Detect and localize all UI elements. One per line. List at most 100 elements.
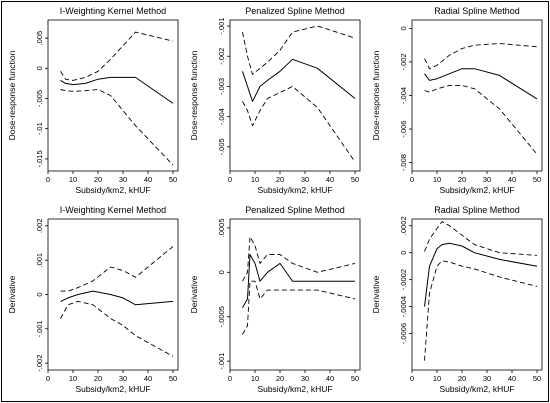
y-tick-label: -.005 [217,138,226,155]
x-tick-label: 20 [276,374,284,383]
y-tick-label: -.005 [35,90,44,107]
y-tick-label: -.006 [399,121,408,138]
y-tick-label: .0005 [217,218,226,237]
x-tick-label: 0 [228,374,232,383]
x-tick-label: 10 [433,374,441,383]
x-tick-label: 30 [119,374,127,383]
confidence-band-line-2 [242,236,356,282]
x-tick-label: 10 [69,374,77,383]
x-tick-label: 0 [410,374,414,383]
x-tick-label: 10 [251,374,259,383]
plot-frame [47,218,179,371]
y-tick-label: -.015 [35,150,44,167]
confidence-band-line-2 [60,31,174,81]
x-tick-label: 40 [326,374,334,383]
y-tick-label: .005 [35,31,44,46]
y-tick-label: .0002 [399,216,408,235]
y-axis-label: Derivative [7,275,17,313]
x-tick-label: 40 [326,175,334,184]
x-tick-label: 20 [458,175,466,184]
y-tick-label: -.0002 [399,269,408,290]
x-tick-label: 30 [301,374,309,383]
x-axis-label: Subsidy/km2, kHUF [439,185,514,195]
confidence-band-line-2 [60,246,174,292]
y-axis-label: Derivative [371,275,381,313]
y-tick-label: -.001 [217,353,226,370]
x-tick-label: 20 [276,175,284,184]
estimate-line-1 [60,76,174,104]
y-tick-label: -.0005 [217,306,226,327]
y-tick-label: 0 [35,292,44,296]
plot-frame [411,218,543,371]
y-tick-label: -.01 [35,122,44,135]
estimate-line-1 [242,254,355,309]
x-tick-label: 0 [228,175,232,184]
y-axis-label: Dose-response function [189,50,199,140]
x-tick-label: 0 [46,374,50,383]
x-axis-label: Subsidy/km2, kHUF [257,185,332,195]
x-tick-label: 10 [433,175,441,184]
x-axis-label: Subsidy/km2, kHUF [75,185,150,195]
chart-panel-5: Penalized Spline Method 0 10 20 30 40 50 .0005 0… [189,205,361,394]
x-tick-label: 30 [483,374,491,383]
chart-title: Penalized Spline Method [245,205,345,215]
x-tick-label: 40 [144,374,152,383]
chart-title: Radial Spline Method [434,6,520,16]
estimate-line-1 [242,58,356,102]
confidence-band-line-2 [424,43,538,70]
chart-title: Penalized Spline Method [245,6,345,16]
y-tick-label: -.002 [217,48,226,65]
y-axis-label: Dose-response function [7,50,17,140]
confidence-band-line-3 [424,260,538,361]
plot-frame [229,218,361,371]
x-tick-label: 40 [144,175,152,184]
estimate-line-1 [424,68,538,100]
y-tick-label: -.001 [217,17,226,34]
chart-panel-2: Penalized Spline Method 0 10 20 30 40 50 -.001 -… [189,6,361,195]
y-tick-label: -.008 [399,154,408,171]
x-tick-label: 50 [169,175,177,184]
y-tick-label: 0 [399,26,408,30]
x-tick-label: 50 [169,374,177,383]
y-tick-label: -.0006 [399,323,408,344]
chart-panel-4: I-Weighting Kernel Method 0 10 20 30 40 50 .002… [7,205,179,394]
x-tick-label: 0 [46,175,50,184]
y-tick-label: .002 [35,219,44,234]
x-tick-label: 50 [351,374,359,383]
confidence-band-line-2 [242,25,356,75]
y-tick-label: -.004 [217,108,226,125]
y-tick-label: 0 [217,270,226,274]
confidence-band-line-3 [60,89,174,166]
x-axis-label: Subsidy/km2, kHUF [439,384,514,394]
y-tick-label: -.003 [217,78,226,95]
y-tick-label: -.002 [35,355,44,372]
x-tick-label: 30 [119,175,127,184]
confidence-band-line-3 [424,84,538,155]
estimate-line-1 [60,290,174,306]
y-tick-label: -.001 [35,320,44,337]
chart-title: Radial Spline Method [434,205,520,215]
x-tick-label: 40 [508,175,516,184]
x-tick-label: 20 [94,374,102,383]
chart-title: I-Weighting Kernel Method [60,205,166,215]
confidence-band-line-3 [242,85,356,163]
y-tick-label: 0 [399,251,408,255]
x-axis-label: Subsidy/km2, kHUF [75,384,150,394]
y-tick-label: -.004 [399,87,408,104]
plot-frame [47,19,179,172]
x-tick-label: 20 [94,175,102,184]
y-tick-label: -.0004 [399,296,408,317]
y-axis-label: Derivative [189,275,199,313]
y-tick-label: -.002 [399,53,408,70]
chart-panel-6: Radial Spline Method 0 10 20 30 40 50 .0002 0 -.0… [371,205,543,394]
x-tick-label: 30 [301,175,309,184]
y-tick-label: 0 [35,66,44,70]
y-tick-label: .001 [35,253,44,268]
x-tick-label: 0 [410,175,414,184]
x-tick-label: 10 [251,175,259,184]
x-tick-label: 20 [458,374,466,383]
x-tick-label: 50 [351,175,359,184]
x-tick-label: 50 [533,175,541,184]
x-tick-label: 30 [483,175,491,184]
